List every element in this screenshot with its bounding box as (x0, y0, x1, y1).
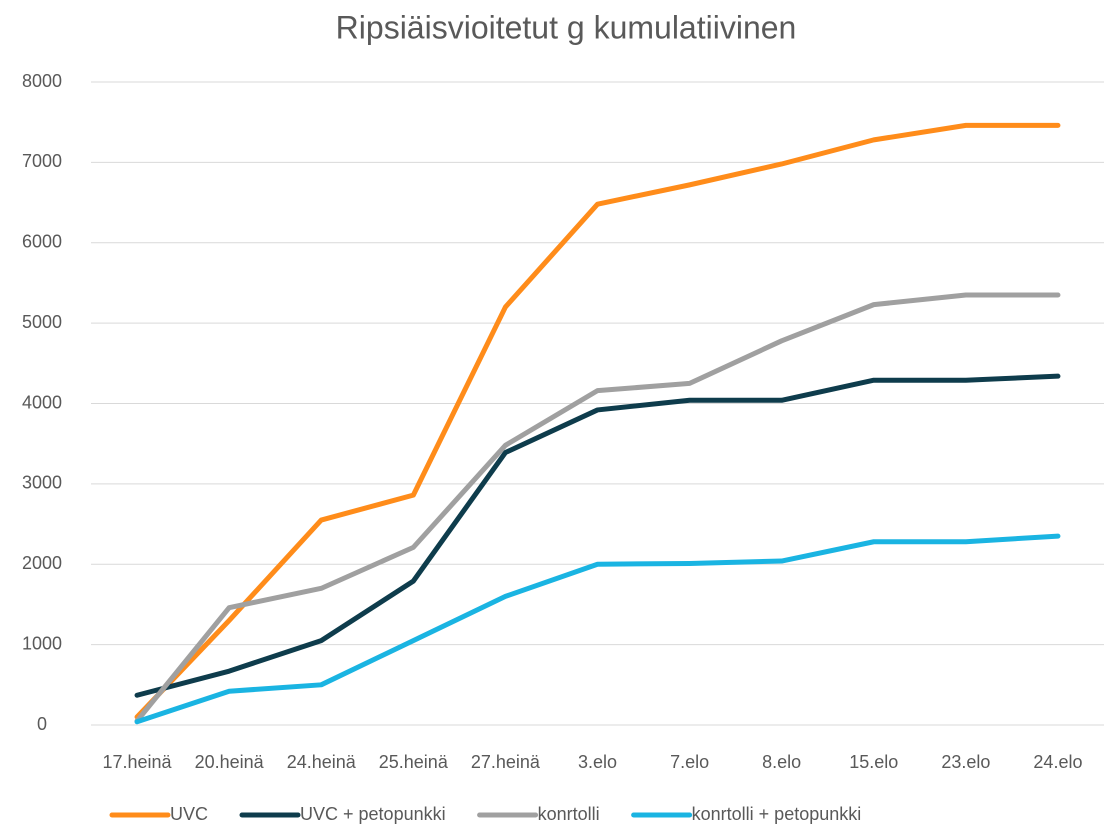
x-tick-label: 20.heinä (195, 752, 265, 772)
legend-label: konrtolli + petopunkki (692, 804, 862, 824)
x-tick-label: 23.elo (941, 752, 990, 772)
y-tick-label: 8000 (22, 71, 62, 91)
x-tick-label: 7.elo (670, 752, 709, 772)
legend-label: UVC + petopunkki (300, 804, 446, 824)
legend-label: konrtolli (538, 804, 600, 824)
series-line (134, 533, 1061, 725)
series-line (134, 373, 1061, 698)
y-tick-label: 5000 (22, 312, 62, 332)
y-tick-label: 2000 (22, 553, 62, 573)
x-tick-label: 8.elo (762, 752, 801, 772)
x-tick-label: 15.elo (849, 752, 898, 772)
x-tick-label: 27.heinä (471, 752, 541, 772)
chart-title: Ripsiäisvioitetut g kumulatiivinen (336, 9, 797, 45)
x-tick-label: 25.heinä (379, 752, 449, 772)
y-tick-label: 7000 (22, 151, 62, 171)
x-tick-label: 3.elo (578, 752, 617, 772)
series-line (134, 292, 1061, 724)
series-line (134, 122, 1061, 720)
y-tick-label: 3000 (22, 473, 62, 493)
y-tick-label: 4000 (22, 392, 62, 412)
x-tick-label: 24.elo (1033, 752, 1082, 772)
legend-label: UVC (170, 804, 208, 824)
x-tick-label: 17.heinä (103, 752, 173, 772)
y-tick-label: 0 (37, 714, 47, 734)
x-tick-label: 24.heinä (287, 752, 357, 772)
y-tick-label: 1000 (22, 633, 62, 653)
y-tick-label: 6000 (22, 232, 62, 252)
